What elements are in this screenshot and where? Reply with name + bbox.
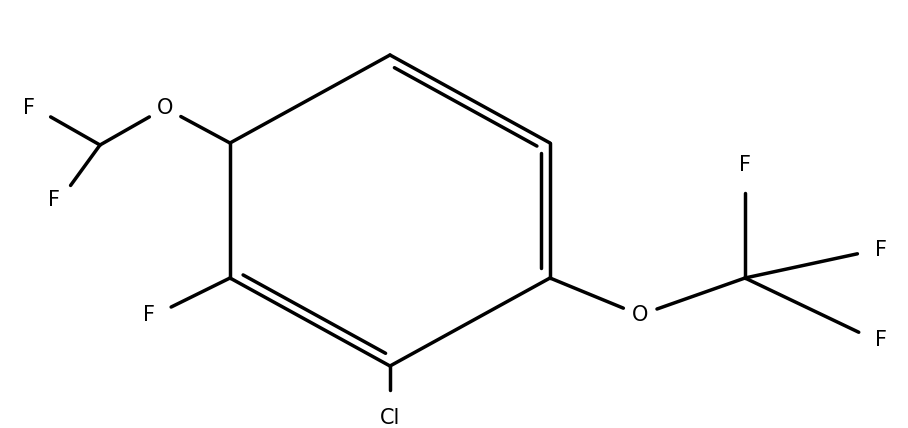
Text: F: F <box>23 98 35 118</box>
Text: Cl: Cl <box>380 408 400 428</box>
Text: F: F <box>48 190 60 210</box>
Text: O: O <box>157 98 173 118</box>
Text: F: F <box>875 240 887 260</box>
Text: O: O <box>632 305 648 325</box>
Text: F: F <box>875 330 887 350</box>
Text: F: F <box>739 155 751 175</box>
Text: F: F <box>143 305 155 325</box>
